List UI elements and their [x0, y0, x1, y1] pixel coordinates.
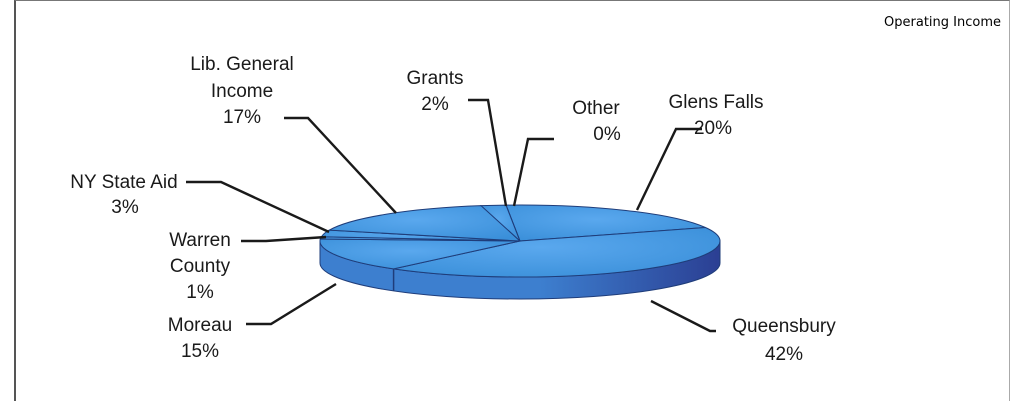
label-nystate-pct: 3% [111, 197, 139, 218]
pie-top [319, 204, 721, 278]
label-grants-pct: 2% [421, 94, 449, 115]
leader-lib-general-income [284, 116, 397, 214]
label-lib-general-income: Lib. General Income 17% [190, 54, 294, 128]
leader-ny-state-aid [186, 180, 330, 234]
label-queensbury-name: Queensbury [732, 316, 836, 337]
label-grants: Grants 2% [406, 68, 463, 115]
label-glens-falls-name: Glens Falls [668, 92, 763, 113]
chart-title: Operating Income [884, 15, 1001, 30]
leader-other [512, 137, 554, 207]
label-glens-falls-pct: 20% [694, 118, 732, 139]
label-ny-state-aid: NY State Aid 3% [70, 172, 177, 218]
label-lib-pct: 17% [223, 107, 261, 128]
label-warren-line2: County [170, 256, 231, 277]
label-glens-falls: Glens Falls 20% [668, 92, 763, 139]
chart-frame: Operating Income Glens Falls 20% Queensb… [14, 0, 1010, 401]
label-nystate-name: NY State Aid [70, 172, 177, 193]
leader-lines [186, 98, 716, 333]
label-queensbury: Queensbury 42% [732, 316, 836, 365]
leader-warren-county [241, 235, 327, 243]
label-warren-line1: Warren [169, 230, 231, 251]
label-moreau: Moreau 15% [168, 315, 232, 362]
leader-glens-falls [635, 127, 702, 211]
label-other-pct: 0% [593, 124, 621, 145]
label-lib-line1: Lib. General [190, 54, 294, 75]
leader-moreau [246, 282, 337, 326]
label-other: Other 0% [572, 98, 621, 145]
label-moreau-pct: 15% [181, 341, 219, 362]
slice-glens-falls [505, 204, 706, 242]
slice-moreau [319, 238, 521, 270]
label-warren-pct: 1% [186, 282, 214, 303]
slice-queensbury [393, 227, 721, 278]
leader-grants [468, 98, 508, 207]
leader-queensbury [650, 299, 716, 333]
slice-other [505, 204, 521, 242]
label-warren-county: Warren County 1% [169, 230, 231, 303]
label-moreau-name: Moreau [168, 315, 232, 336]
label-grants-name: Grants [406, 68, 463, 89]
label-queensbury-pct: 42% [765, 344, 803, 365]
slice-lib-general-income [327, 205, 522, 242]
pie-chart: Glens Falls 20% Queensbury 42% Moreau 15… [70, 54, 836, 365]
label-other-name: Other [572, 98, 620, 119]
label-lib-line2: Income [211, 81, 273, 102]
